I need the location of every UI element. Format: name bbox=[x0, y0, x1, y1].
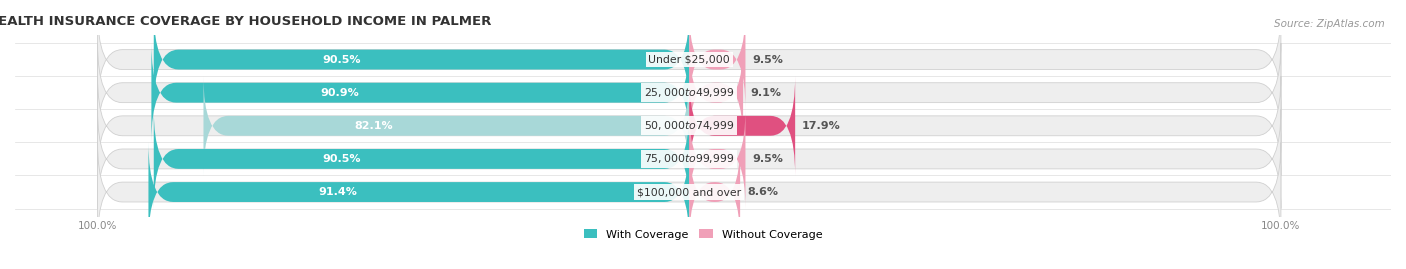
FancyBboxPatch shape bbox=[689, 76, 796, 175]
FancyBboxPatch shape bbox=[152, 43, 689, 142]
FancyBboxPatch shape bbox=[153, 10, 689, 109]
FancyBboxPatch shape bbox=[153, 109, 689, 209]
FancyBboxPatch shape bbox=[689, 109, 745, 209]
Text: HEALTH INSURANCE COVERAGE BY HOUSEHOLD INCOME IN PALMER: HEALTH INSURANCE COVERAGE BY HOUSEHOLD I… bbox=[0, 15, 492, 28]
Text: 9.5%: 9.5% bbox=[752, 154, 783, 164]
FancyBboxPatch shape bbox=[689, 142, 740, 242]
FancyBboxPatch shape bbox=[97, 76, 1281, 175]
FancyBboxPatch shape bbox=[97, 142, 1281, 242]
Text: 90.9%: 90.9% bbox=[321, 88, 359, 98]
Text: 91.4%: 91.4% bbox=[318, 187, 357, 197]
Text: 82.1%: 82.1% bbox=[354, 121, 392, 131]
Text: 90.5%: 90.5% bbox=[322, 55, 360, 65]
Text: $100,000 and over: $100,000 and over bbox=[637, 187, 741, 197]
Text: $25,000 to $49,999: $25,000 to $49,999 bbox=[644, 86, 734, 99]
FancyBboxPatch shape bbox=[97, 10, 1281, 109]
FancyBboxPatch shape bbox=[689, 43, 744, 142]
Text: 17.9%: 17.9% bbox=[801, 121, 841, 131]
Text: Under $25,000: Under $25,000 bbox=[648, 55, 730, 65]
Text: 90.5%: 90.5% bbox=[322, 154, 360, 164]
FancyBboxPatch shape bbox=[97, 43, 1281, 142]
FancyBboxPatch shape bbox=[204, 76, 689, 175]
Text: 8.6%: 8.6% bbox=[747, 187, 778, 197]
FancyBboxPatch shape bbox=[97, 109, 1281, 209]
Legend: With Coverage, Without Coverage: With Coverage, Without Coverage bbox=[579, 225, 827, 244]
Text: 9.1%: 9.1% bbox=[749, 88, 780, 98]
FancyBboxPatch shape bbox=[149, 142, 689, 242]
Text: $50,000 to $74,999: $50,000 to $74,999 bbox=[644, 119, 734, 132]
Text: $75,000 to $99,999: $75,000 to $99,999 bbox=[644, 153, 734, 165]
Text: Source: ZipAtlas.com: Source: ZipAtlas.com bbox=[1274, 19, 1385, 29]
FancyBboxPatch shape bbox=[689, 10, 745, 109]
Text: 9.5%: 9.5% bbox=[752, 55, 783, 65]
